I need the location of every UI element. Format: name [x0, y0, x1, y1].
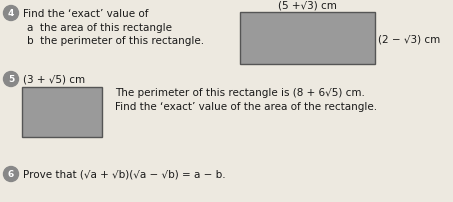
Text: 4: 4 — [8, 9, 14, 18]
Text: Prove that (√a + √b)(√a − √b) = a − b.: Prove that (√a + √b)(√a − √b) = a − b. — [23, 169, 226, 179]
Circle shape — [4, 6, 19, 21]
Circle shape — [4, 72, 19, 87]
Text: 6: 6 — [8, 170, 14, 179]
Text: a  the area of this rectangle: a the area of this rectangle — [27, 23, 172, 33]
Text: (2 − √3) cm: (2 − √3) cm — [378, 34, 440, 44]
Text: Find the ‘exact’ value of the area of the rectangle.: Find the ‘exact’ value of the area of th… — [115, 101, 377, 112]
Bar — [22, 87, 102, 137]
Text: b  the perimeter of this rectangle.: b the perimeter of this rectangle. — [27, 36, 204, 46]
Text: Find the ‘exact’ value of: Find the ‘exact’ value of — [23, 9, 149, 19]
Text: (5 +√3) cm: (5 +√3) cm — [278, 0, 337, 10]
Text: (3 + √5) cm: (3 + √5) cm — [23, 75, 85, 85]
Text: The perimeter of this rectangle is (8 + 6√5) cm.: The perimeter of this rectangle is (8 + … — [115, 87, 365, 98]
Circle shape — [4, 167, 19, 182]
Bar — [240, 13, 375, 65]
Text: 5: 5 — [8, 75, 14, 84]
